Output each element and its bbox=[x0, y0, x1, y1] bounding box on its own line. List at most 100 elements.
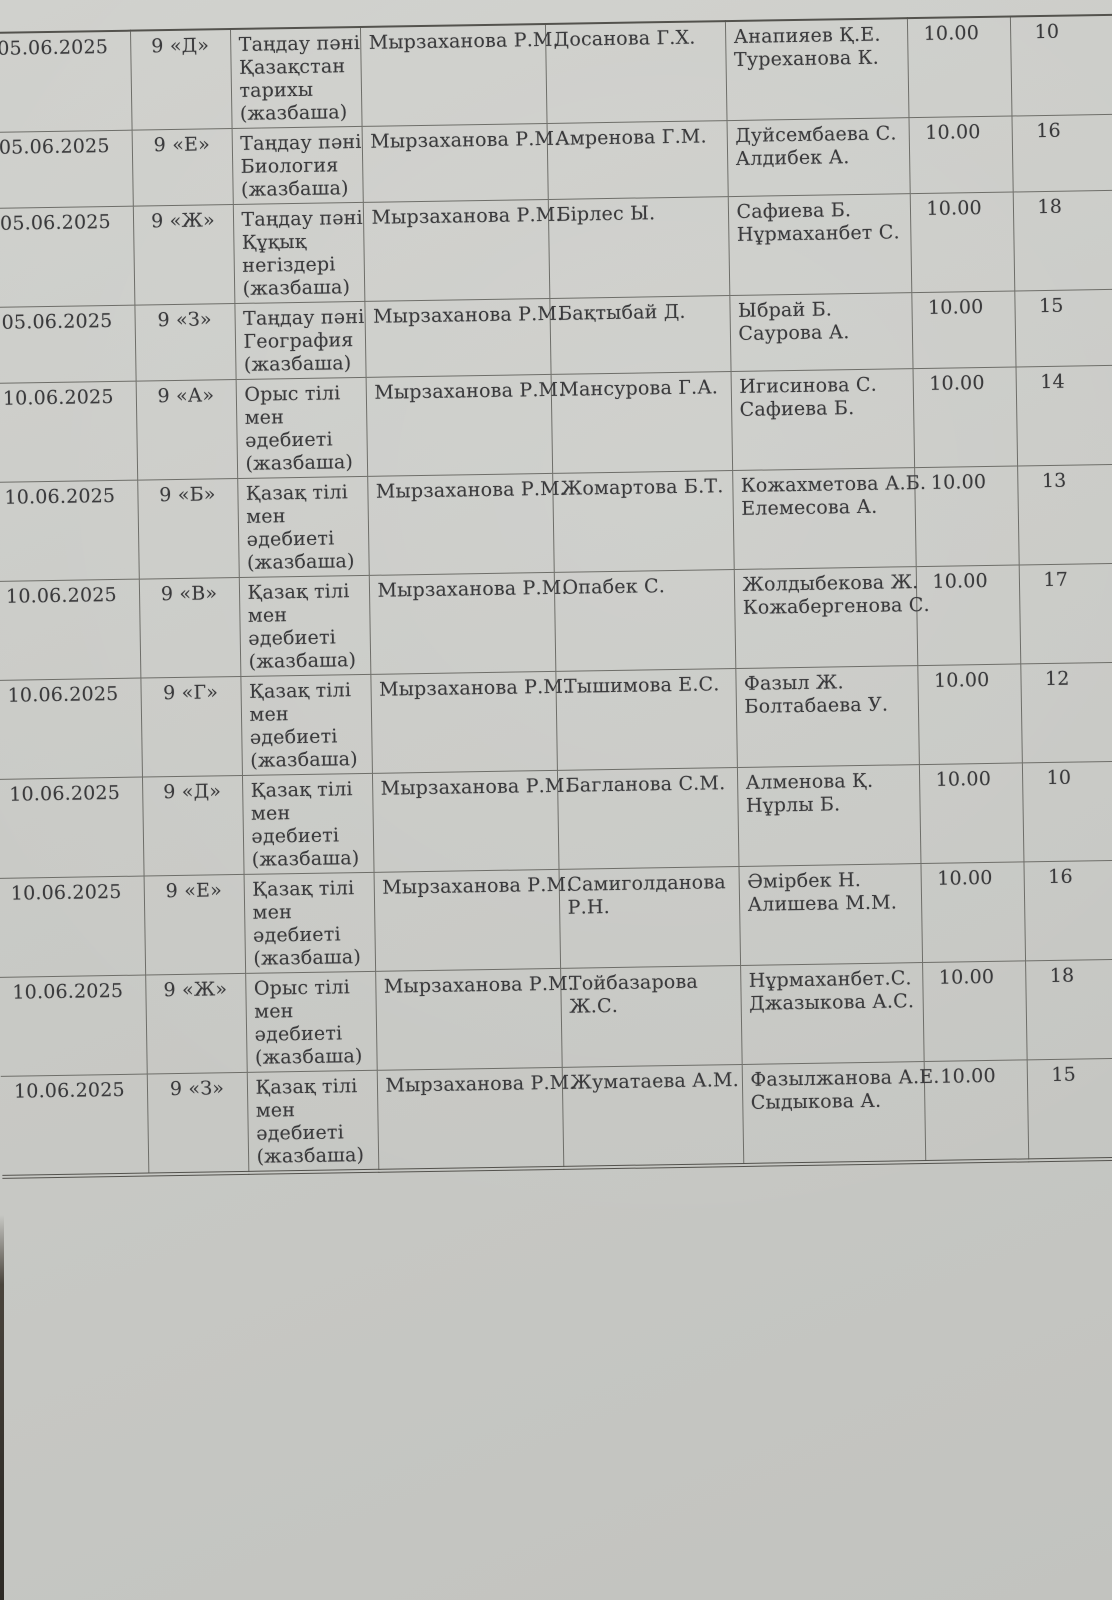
cell-count: 14 bbox=[1015, 364, 1112, 466]
table-row: 05.06.2025 9 «Д» Таңдау пәні Қазақстан т… bbox=[0, 14, 1112, 133]
examiner-line: Мансурова Г.А. bbox=[559, 376, 719, 401]
table-row: 10.06.2025 9 «З» Қазақ тілі мен әдебиеті… bbox=[0, 1057, 1112, 1177]
subject-line: Таңдау пәні bbox=[240, 130, 362, 155]
cell-teacher: Мырзаханова Р.М. bbox=[364, 298, 563, 378]
cell-examiner: Самиголданова Р.Н. bbox=[558, 866, 741, 969]
cell-time: 10.00 bbox=[906, 16, 1012, 118]
subject-line: (жазбаша) bbox=[248, 649, 357, 673]
subject-line: Биология bbox=[240, 154, 339, 178]
cell-count: 10 bbox=[1009, 14, 1112, 117]
cell-assistants: Ыбрай Б. Саурова А. bbox=[729, 292, 913, 372]
cell-teacher: Мырзаханова Р.М. bbox=[367, 473, 566, 576]
assistant-name: Нұрлы Б. bbox=[745, 793, 841, 817]
subject-line: Қазақ тілі bbox=[248, 679, 352, 703]
cell-subject: Орыс тілі мен әдебиеті (жазбаша) bbox=[235, 377, 368, 479]
cell-teacher: Мырзаханова Р.М. bbox=[375, 968, 574, 1071]
cell-examiner: Багланова С.М. bbox=[556, 767, 739, 870]
cell-assistants: Анапияев Қ.Е. Туреханова К. bbox=[724, 18, 909, 121]
examiner-line: Тойбазарова bbox=[568, 970, 699, 995]
subject-line: мен bbox=[244, 406, 285, 429]
assistant-name: Алменова Қ. bbox=[745, 769, 874, 794]
examiner-line: Жомартова Б.Т. bbox=[560, 475, 724, 500]
assistant-name: Сафиева Б. bbox=[736, 199, 852, 223]
subject-line: Құқық bbox=[241, 230, 307, 254]
assistant-name: Ыбрай Б. bbox=[737, 298, 833, 322]
cell-date: 10.06.2025 bbox=[0, 975, 147, 1077]
cell-class: 9 «Д» bbox=[141, 775, 244, 877]
cell-time: 10.00 bbox=[918, 762, 1024, 864]
exam-schedule-table: 05.06.2025 9 «Д» Таңдау пәні Қазақстан т… bbox=[0, 13, 1112, 1179]
assistant-name: Сыдыкова А. bbox=[750, 1089, 882, 1114]
cell-time: 10.00 bbox=[908, 116, 1013, 194]
table-row: 10.06.2025 9 «В» Қазақ тілі мен әдебиеті… bbox=[0, 562, 1112, 681]
assistant-name: Фазыл Ж. bbox=[743, 671, 844, 695]
cell-date: 10.06.2025 bbox=[0, 876, 146, 978]
cell-examiner: Досанова Г.Х. bbox=[544, 21, 727, 124]
subject-line: мен bbox=[252, 901, 293, 924]
cell-examiner: Амренова Г.М. bbox=[546, 120, 728, 200]
cell-class: 9 «Г» bbox=[140, 676, 242, 778]
subject-line: (жазбаша) bbox=[246, 550, 355, 574]
assistant-name: Игисинова С. bbox=[739, 373, 878, 398]
cell-teacher: Мырзаханова Р.М. bbox=[371, 770, 571, 873]
table-row: 10.06.2025 9 «Е» Қазақ тілі мен әдебиеті… bbox=[0, 859, 1112, 978]
table-row: 10.06.2025 9 «Г» Қазақ тілі мен әдебиеті… bbox=[0, 661, 1112, 780]
cell-examiner: Жомартова Б.Т. bbox=[552, 470, 734, 573]
assistant-name: Анапияев Қ.Е. bbox=[733, 23, 881, 48]
cell-count: 16 bbox=[1011, 114, 1112, 193]
cell-date: 05.06.2025 bbox=[0, 130, 133, 209]
cell-assistants: Фазыл Ж. Болтабаева У. bbox=[735, 665, 919, 768]
cell-class: 9 «Ж» bbox=[145, 973, 247, 1075]
subject-line: мен bbox=[247, 604, 288, 627]
cell-teacher: Мырзаханова Р.М. bbox=[362, 199, 562, 302]
examiner-line: Р.Н. bbox=[567, 896, 611, 919]
subject-line: (жазбаша) bbox=[243, 352, 352, 376]
assistant-name: Елемесова А. bbox=[741, 495, 878, 520]
cell-date: 10.06.2025 bbox=[0, 777, 144, 879]
subject-line: (жазбаша) bbox=[254, 1045, 363, 1069]
examiner-line: Опабек С. bbox=[562, 575, 666, 599]
subject-line: мен bbox=[250, 802, 291, 825]
assistant-name: Фазылжанова А.Е. bbox=[750, 1065, 940, 1091]
cell-time: 10.00 bbox=[912, 366, 1018, 468]
cell-date: 05.06.2025 bbox=[0, 30, 132, 133]
cell-date: 10.06.2025 bbox=[0, 579, 141, 681]
assistant-name: Кожабергенова С. bbox=[742, 593, 930, 619]
cell-assistants: Алменова Қ. Нұрлы Б. bbox=[736, 764, 921, 867]
cell-assistants: Сафиева Б. Нұрмаханбет С. bbox=[727, 193, 912, 296]
cell-examiner: Бақтыбай Д. bbox=[549, 295, 731, 375]
cell-subject: Таңдау пәні Қазақстан тарихы (жазбаша) bbox=[229, 26, 362, 129]
subject-line: (жазбаша) bbox=[242, 276, 351, 300]
subject-line: Таңдау пәні bbox=[242, 305, 365, 330]
photo-edge-shadow bbox=[0, 1215, 4, 1600]
cell-time: 10.00 bbox=[917, 663, 1022, 765]
subject-line: (жазбаша) bbox=[256, 1144, 365, 1168]
cell-class: 9 «Д» bbox=[129, 29, 232, 131]
cell-teacher: Мырзаханова Р.М. bbox=[373, 869, 573, 972]
subject-line: мен bbox=[255, 1099, 296, 1122]
cell-examiner: Тойбазарова Ж.С. bbox=[560, 965, 742, 1068]
cell-class: 9 «Б» bbox=[137, 478, 239, 580]
assistant-name: Алдибек А. bbox=[735, 146, 850, 170]
subject-line: Қазақстан bbox=[238, 55, 346, 79]
subject-line: (жазбаша) bbox=[239, 101, 348, 125]
examiner-line: Тышимова Е.С. bbox=[563, 673, 720, 698]
table-row: 10.06.2025 9 «Б» Қазақ тілі мен әдебиеті… bbox=[0, 463, 1112, 582]
cell-date: 10.06.2025 bbox=[0, 381, 138, 483]
cell-count: 13 bbox=[1017, 463, 1112, 565]
subject-line: мен bbox=[254, 1000, 294, 1023]
subject-line: (жазбаша) bbox=[245, 451, 354, 475]
subject-line: Орыс тілі bbox=[253, 976, 351, 1000]
cell-assistants: Игисинова С. Сафиева Б. bbox=[730, 368, 915, 471]
subject-line: әдебиеті bbox=[248, 626, 337, 650]
cell-count: 15 bbox=[1026, 1057, 1112, 1161]
subject-line: (жазбаша) bbox=[253, 946, 362, 970]
examiner-line: Бірлес Ы. bbox=[556, 202, 656, 226]
examiner-line: Досанова Г.Х. bbox=[553, 26, 696, 51]
cell-assistants: Дуйсембаева С. Алдибек А. bbox=[726, 117, 910, 197]
table-row: 10.06.2025 9 «А» Орыс тілі мен әдебиеті … bbox=[0, 364, 1112, 483]
cell-count: 15 bbox=[1014, 288, 1112, 367]
cell-teacher: Мырзаханова Р.М. bbox=[376, 1067, 576, 1171]
cell-subject: Таңдау пәні География (жазбаша) bbox=[234, 301, 366, 380]
